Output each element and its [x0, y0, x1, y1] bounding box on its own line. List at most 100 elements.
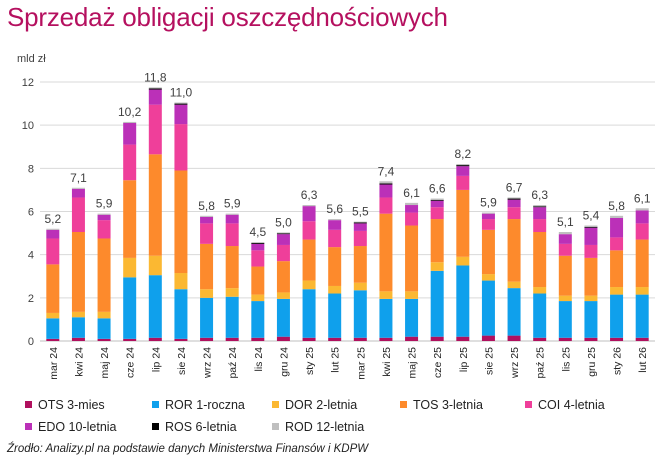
total-label: 6,1: [403, 186, 420, 200]
x-tick-label: lis 24: [253, 347, 265, 372]
bar-segment: [71, 188, 85, 198]
bar-segment: [456, 336, 470, 341]
x-tick-label: cze 25: [432, 347, 444, 378]
bar-segment: [200, 337, 214, 341]
bar-segment: [200, 289, 214, 298]
bar-segment: [481, 213, 495, 220]
bar-segment: [97, 318, 111, 339]
bar-segment: [200, 216, 214, 224]
bar-segment: [635, 337, 649, 341]
legend-label: OTS 3-mies: [38, 398, 105, 412]
bar-segment: [610, 217, 624, 238]
bar-segment: [200, 215, 214, 217]
bar-segment: [507, 199, 521, 208]
bar-segment: [456, 256, 470, 266]
bar-segment: [251, 250, 265, 267]
bar-segment: [71, 232, 85, 312]
bar-segment: [174, 124, 188, 171]
bar-segment: [353, 337, 367, 341]
bar-segment: [379, 197, 393, 214]
bar-segment: [635, 210, 649, 224]
bar-segment: [610, 237, 624, 251]
bar-segment: [584, 301, 598, 338]
total-label: 5,4: [583, 209, 600, 223]
legend-item: COI 4-letnia: [525, 398, 605, 412]
bar-segment: [174, 102, 188, 104]
bar-segment: [610, 287, 624, 295]
bar-segment: [635, 208, 649, 211]
total-label: 6,3: [301, 188, 318, 202]
bar-segment: [507, 197, 521, 199]
bar-segment: [481, 219, 495, 230]
bar-segment: [507, 207, 521, 220]
legend-swatch: [25, 401, 32, 408]
bar-segment: [123, 144, 137, 181]
bar-segment: [123, 338, 137, 341]
bar-segment: [533, 205, 547, 207]
bar-segment: [46, 238, 60, 265]
total-label: 10,2: [118, 105, 142, 119]
bar-segment: [225, 213, 239, 215]
total-label: 11,8: [144, 70, 167, 84]
bar-segment: [148, 154, 162, 256]
bar-segment: [379, 213, 393, 292]
x-tick-label: kwi 24: [73, 347, 85, 377]
total-label: 5,5: [352, 205, 369, 219]
bar-segment: [558, 301, 572, 338]
legend-label: ROD 12-letnia: [285, 420, 365, 434]
bar-segment: [558, 243, 572, 256]
bar-segment: [379, 337, 393, 341]
bar-segment: [123, 180, 137, 258]
legend-label: COI 4-letnia: [538, 398, 605, 412]
bar-segment: [328, 220, 342, 230]
x-tick-label: gru 24: [278, 347, 290, 377]
bar-segment: [533, 206, 547, 208]
bar-segment: [200, 243, 214, 290]
total-label: 4,5: [249, 225, 266, 239]
y-tick-label: 8: [28, 163, 34, 175]
bar-segment: [251, 266, 265, 295]
bar-segment: [610, 294, 624, 338]
bar-segment: [225, 337, 239, 341]
bar-segment: [584, 225, 598, 227]
x-tick-label: sie 25: [483, 347, 495, 375]
bar-segment: [456, 175, 470, 190]
total-label: 11,0: [170, 86, 193, 100]
bar-segment: [456, 189, 470, 257]
bar-segment: [97, 238, 111, 312]
bar-segment: [430, 219, 444, 263]
legend-swatch: [272, 423, 279, 430]
bar-segment: [610, 250, 624, 288]
bar-segment: [584, 244, 598, 258]
bar-segment: [405, 205, 419, 213]
bar-segment: [251, 301, 265, 338]
bar-segment: [405, 212, 419, 226]
bar-segment: [225, 223, 239, 247]
bar-segment: [430, 262, 444, 271]
bar-segment: [481, 274, 495, 281]
total-label: 5,8: [198, 199, 215, 213]
bar-segment: [430, 198, 444, 200]
bar-segment: [481, 229, 495, 275]
bar-segment: [456, 166, 470, 176]
legend-item: OTS 3-mies: [25, 398, 105, 412]
bar-segment: [148, 337, 162, 341]
bar-segment: [97, 213, 111, 215]
bar-segment: [379, 181, 393, 184]
bar-segment: [302, 239, 316, 281]
bar-segment: [456, 164, 470, 166]
bar-segment: [610, 215, 624, 218]
bar-segment: [353, 230, 367, 247]
x-tick-label: sty 26: [612, 347, 624, 375]
bar-segment: [174, 338, 188, 341]
bar-segment: [635, 294, 649, 338]
bar-segment: [558, 295, 572, 302]
bar-segment: [507, 335, 521, 341]
bar-segment: [405, 298, 419, 337]
bar-segment: [610, 337, 624, 341]
bar-segment: [148, 88, 162, 90]
bar-segment: [148, 275, 162, 338]
bar-segment: [507, 198, 521, 200]
bar-segment: [328, 247, 342, 286]
bar-segment: [200, 223, 214, 244]
